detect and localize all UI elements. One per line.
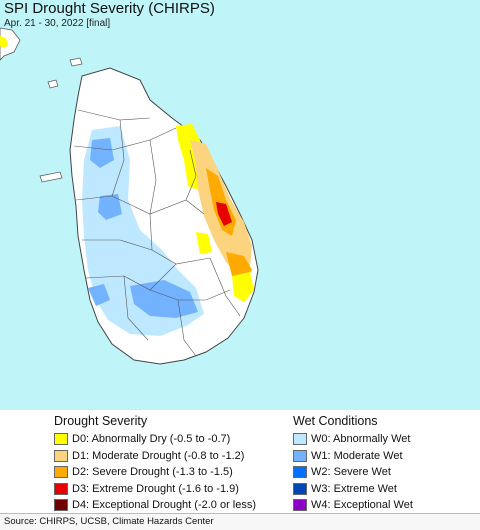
swatch-d0 [54,433,68,446]
legend-label-d3: D3: Extreme Drought (-1.6 to -1.9) [72,482,239,495]
islet-2 [47,79,59,89]
w1-zone-4 [88,284,110,306]
wet-legend: Wet Conditions W0: Abnormally Wet W1: Mo… [293,414,413,514]
w0-zone-west [82,126,204,336]
legend-item-w2: W2: Severe Wet [293,464,413,481]
islet-1 [69,57,83,67]
legend-item-d3: D3: Extreme Drought (-1.6 to -1.9) [54,481,256,498]
map-subtitle: Apr. 21 - 30, 2022 [final] [4,18,111,29]
swatch-w4 [293,499,307,512]
drought-legend: Drought Severity D0: Abnormally Dry (-0.… [54,414,256,514]
map-title: SPI Drought Severity (CHIRPS) [4,0,215,17]
d0-zone-east-mid [196,232,212,254]
legend-item-d4: D4: Exceptional Drought (-2.0 or less) [54,497,256,514]
legend-item-w3: W3: Extreme Wet [293,481,413,498]
mannar-island [39,171,63,183]
legend-label-w3: W3: Extreme Wet [311,482,397,495]
d3-zone-east [216,202,232,226]
legend-item-w4: W4: Exceptional Wet [293,497,413,514]
legend-item-d2: D2: Severe Drought (-1.3 to -1.5) [54,464,256,481]
legend-label-w4: W4: Exceptional Wet [311,499,413,512]
swatch-w3 [293,482,307,495]
legend-item-w0: W0: Abnormally Wet [293,431,413,448]
legend-item-d1: D1: Moderate Drought (-0.8 to -1.2) [54,448,256,465]
d0-zone-southeast [232,272,254,302]
source-footer: Source: CHIRPS, UCSB, Climate Hazards Ce… [0,513,480,530]
swatch-d1 [54,449,68,462]
wet-legend-title: Wet Conditions [293,414,378,428]
legend-item-w1: W1: Moderate Wet [293,448,413,465]
swatch-d2 [54,466,68,479]
legend-label-d4: D4: Exceptional Drought (-2.0 or less) [72,499,257,512]
swatch-w1 [293,449,307,462]
w1-zone-3 [130,280,198,318]
legend-label-d0: D0: Abnormally Dry (-0.5 to -0.7) [72,433,231,446]
legend-label-w0: W0: Abnormally Wet [311,433,411,446]
swatch-w2 [293,466,307,479]
swatch-d3 [54,482,68,495]
legend-label-w1: W1: Moderate Wet [311,449,403,462]
legend: Drought Severity D0: Abnormally Dry (-0.… [0,410,480,513]
drought-legend-title: Drought Severity [54,414,148,428]
legend-label-d1: D1: Moderate Drought (-0.8 to -1.2) [72,449,245,462]
swatch-w0 [293,433,307,446]
district-boundaries [73,109,241,357]
legend-label-d2: D2: Severe Drought (-1.3 to -1.5) [72,466,233,479]
swatch-d4 [54,499,68,512]
w1-zone-1 [90,138,114,168]
legend-item-d0: D0: Abnormally Dry (-0.5 to -0.7) [54,431,256,448]
india-coast [0,27,21,61]
w1-zone-2 [98,194,122,220]
sri-lanka-spi-map [0,0,480,410]
legend-label-w2: W2: Severe Wet [311,466,391,479]
india-d0-patch [0,36,8,48]
